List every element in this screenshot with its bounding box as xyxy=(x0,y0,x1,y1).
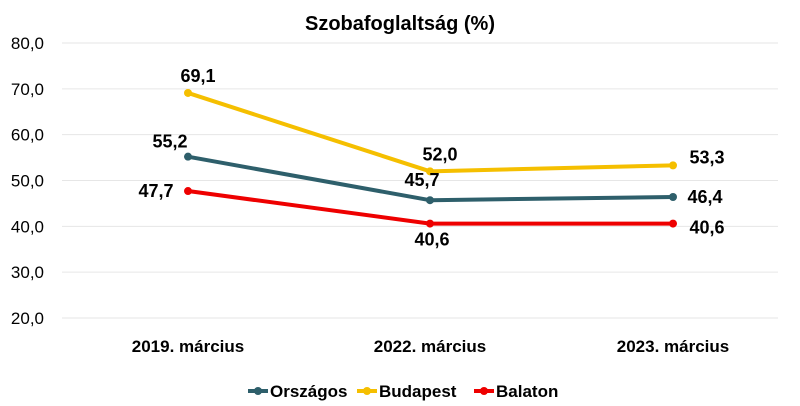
legend-marker xyxy=(254,387,262,395)
x-axis-ticks: 2019. március 2022. március 2023. március xyxy=(132,337,729,356)
y-tick-label: 40,0 xyxy=(11,217,44,236)
y-tick-label: 20,0 xyxy=(11,309,44,328)
legend-label: Budapest xyxy=(379,382,457,401)
data-point xyxy=(184,152,192,161)
y-axis-ticks: 20,0 30,0 40,0 50,0 60,0 70,0 80,0 xyxy=(11,34,44,328)
y-tick-label: 80,0 xyxy=(11,34,44,53)
data-point xyxy=(184,88,192,97)
legend-marker xyxy=(363,387,371,395)
series-layer xyxy=(184,88,677,228)
legend-label: Országos xyxy=(270,382,347,401)
y-tick-label: 50,0 xyxy=(11,172,44,191)
y-tick-label: 30,0 xyxy=(11,263,44,282)
legend-label: Balaton xyxy=(496,382,558,401)
data-label: 45,7 xyxy=(404,170,439,190)
data-label: 46,4 xyxy=(687,187,722,207)
data-label: 40,6 xyxy=(689,218,724,238)
data-labels: 55,2 45,7 46,4 69,1 52,0 53,3 47,7 40,6 40,6 xyxy=(138,66,724,250)
x-tick-label: 2019. március xyxy=(132,337,244,356)
y-tick-label: 60,0 xyxy=(11,126,44,145)
data-label: 52,0 xyxy=(422,144,457,164)
data-label: 47,7 xyxy=(138,181,173,201)
data-label: 53,3 xyxy=(689,147,724,167)
data-point xyxy=(426,167,434,176)
data-label: 40,6 xyxy=(414,230,449,250)
data-point xyxy=(426,196,434,205)
x-tick-label: 2023. március xyxy=(617,337,729,356)
chart-title: Szobafoglaltság (%) xyxy=(305,13,495,35)
data-point xyxy=(669,193,677,201)
data-point xyxy=(669,219,677,228)
data-point xyxy=(184,187,192,196)
data-label: 55,2 xyxy=(152,132,187,152)
grid-layer xyxy=(62,42,778,319)
legend: Országos Budapest Balaton xyxy=(248,382,558,401)
data-point xyxy=(669,161,677,170)
y-tick-label: 70,0 xyxy=(11,80,44,99)
data-label: 69,1 xyxy=(180,66,215,86)
data-point xyxy=(426,219,434,228)
legend-marker xyxy=(480,387,488,395)
series-line-2 xyxy=(186,189,675,226)
x-tick-label: 2022. március xyxy=(374,337,486,356)
